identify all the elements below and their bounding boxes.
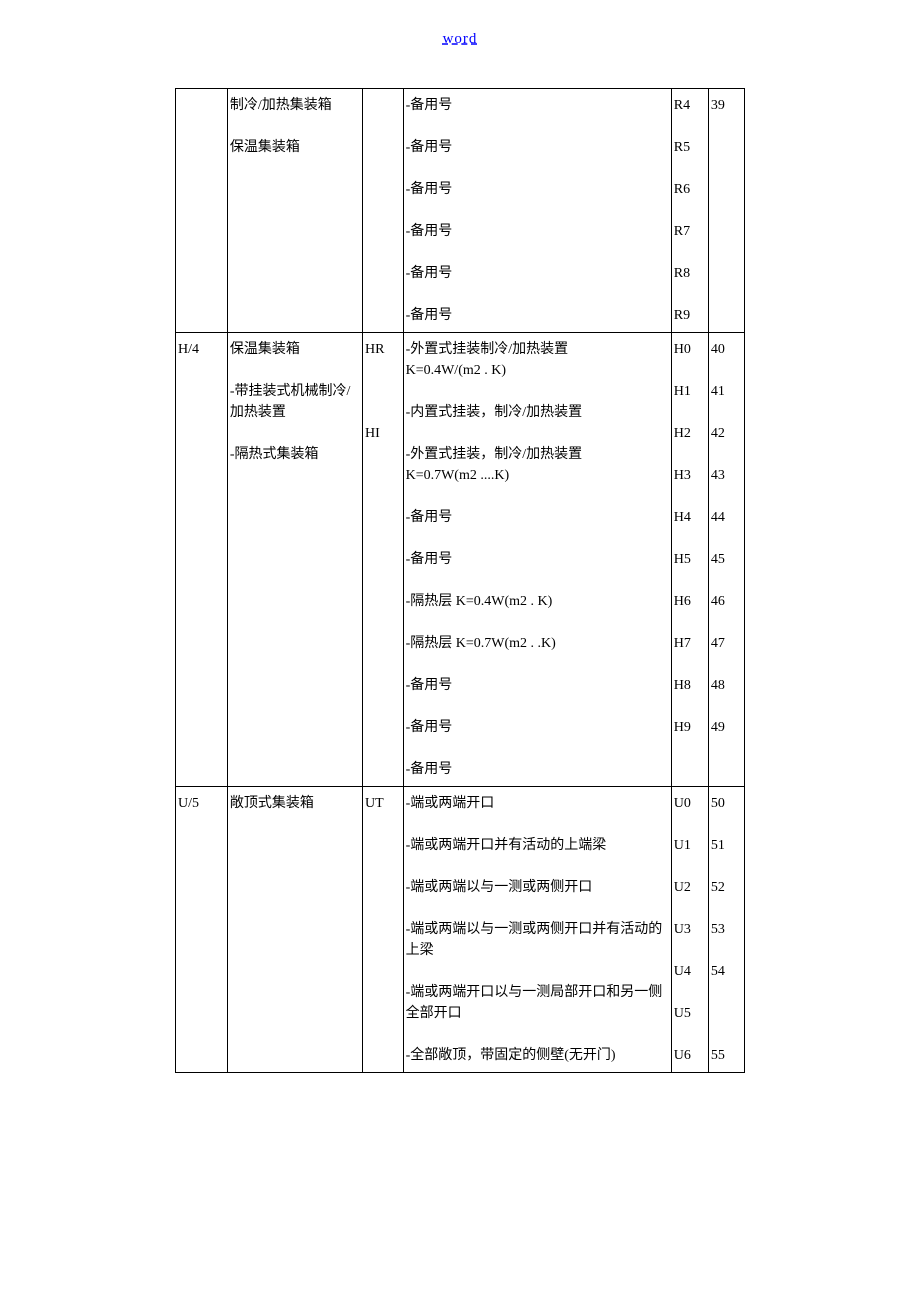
cell-category-code: H/4: [176, 333, 228, 787]
table-body: 制冷/加热集装箱 保温集装箱 -备用号 -备用号 -备用号 -备用号 -备用号 …: [176, 89, 745, 1073]
cell-identifier: U0 U1 U2 U3 U4 U5 U6: [671, 787, 708, 1073]
document-page: word 制冷/加热集装箱 保温集装箱 -备用号 -备用号 -备用号 -备用号 …: [0, 0, 920, 1113]
cell-category-name: 保温集装箱 -带挂装式机械制冷/加热装置 -隔热式集装箱: [227, 333, 362, 787]
cell-identifier: H0 H1 H2 H3 H4 H5 H6 H7 H8 H9: [671, 333, 708, 787]
cell-subtype-code: [363, 89, 404, 333]
cell-description: -备用号 -备用号 -备用号 -备用号 -备用号 -备用号: [403, 89, 671, 333]
cell-number: 40 41 42 43 44 45 46 47 48 49: [708, 333, 744, 787]
cell-number: 50 51 52 53 54 55: [708, 787, 744, 1073]
cell-description: -外置式挂装制冷/加热装置 K=0.4W/(m2 . K) -内置式挂装，制冷/…: [403, 333, 671, 787]
cell-identifier: R4 R5 R6 R7 R8 R9: [671, 89, 708, 333]
table-row: 制冷/加热集装箱 保温集装箱 -备用号 -备用号 -备用号 -备用号 -备用号 …: [176, 89, 745, 333]
cell-number: 39: [708, 89, 744, 333]
cell-subtype-code: UT: [363, 787, 404, 1073]
cell-subtype-code: HR HI: [363, 333, 404, 787]
cell-category-name: 制冷/加热集装箱 保温集装箱: [227, 89, 362, 333]
cell-category-code: [176, 89, 228, 333]
page-header: word: [0, 30, 920, 48]
header-link[interactable]: word: [443, 31, 478, 47]
cell-category-name: 敞顶式集装箱: [227, 787, 362, 1073]
container-codes-table: 制冷/加热集装箱 保温集装箱 -备用号 -备用号 -备用号 -备用号 -备用号 …: [175, 88, 745, 1073]
cell-category-code: U/5: [176, 787, 228, 1073]
table-row: H/4 保温集装箱 -带挂装式机械制冷/加热装置 -隔热式集装箱 HR HI -…: [176, 333, 745, 787]
table-row: U/5 敞顶式集装箱 UT -端或两端开口 -端或两端开口并有活动的上端梁 -端…: [176, 787, 745, 1073]
cell-description: -端或两端开口 -端或两端开口并有活动的上端梁 -端或两端以与一测或两侧开口 -…: [403, 787, 671, 1073]
